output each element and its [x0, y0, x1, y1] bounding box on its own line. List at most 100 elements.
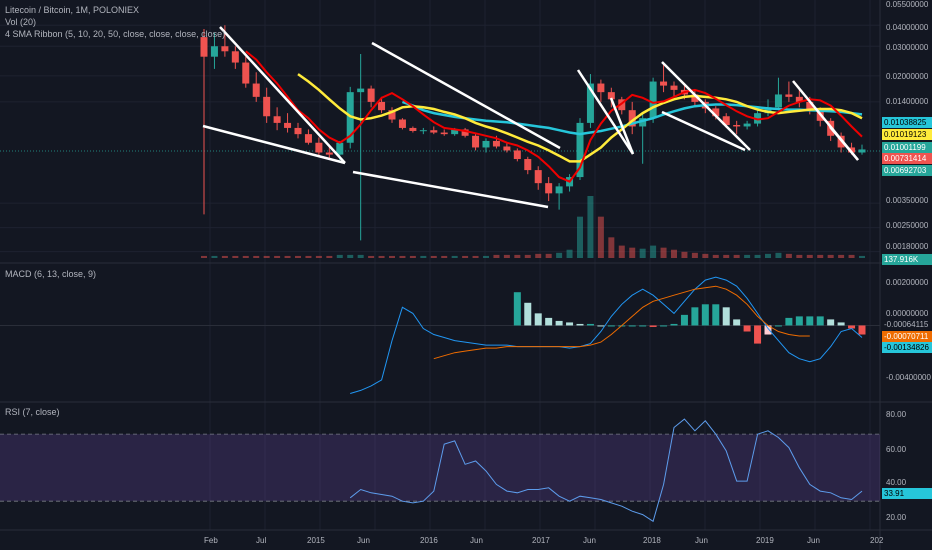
rsi-tag: 33.91: [882, 488, 932, 499]
candle-body: [639, 118, 647, 127]
volume-bar: [315, 255, 322, 258]
macd-hist-bar: [555, 320, 563, 326]
candle-body: [597, 83, 605, 93]
volume-bar: [587, 196, 594, 258]
candle-body: [409, 127, 417, 131]
price-axis-label: 0.00350000: [886, 196, 929, 205]
volume-bar: [368, 255, 375, 258]
volume-bar: [775, 252, 782, 258]
trend-line: [576, 69, 635, 155]
candle-body: [388, 110, 396, 120]
volume-bar: [639, 248, 646, 258]
candle-body: [304, 134, 312, 143]
volume-bar: [577, 216, 583, 258]
volume-bar: [295, 255, 301, 258]
macd-hist-bar: [639, 325, 647, 327]
price-tag-last: 0.00692703: [882, 165, 932, 176]
volume-bar: [535, 253, 542, 258]
volume-bar: [671, 249, 677, 258]
volume-bar: [817, 254, 824, 258]
sma-ribbon: [245, 50, 863, 183]
macd-hist-bar: [827, 319, 835, 326]
candle-body: [482, 140, 490, 148]
volume-bar: [305, 255, 312, 258]
candle-body: [586, 83, 594, 123]
candle-body: [472, 135, 480, 148]
candle-body: [273, 116, 281, 123]
volume-bar: [712, 254, 719, 258]
rsi-band-fill: [0, 434, 880, 502]
volume-bar: [608, 237, 615, 258]
time-axis-label: 2017: [532, 536, 550, 545]
candle-body: [774, 94, 782, 108]
volume-bar: [201, 255, 207, 258]
macd-hist-bar: [816, 316, 824, 326]
price-axis-label: 0.04000000: [886, 23, 929, 32]
macd-legend: MACD (6, 13, close, 9): [5, 269, 97, 279]
time-axis-label: Jun: [583, 536, 596, 545]
time-axis-label: Feb: [204, 536, 218, 545]
candle-body: [492, 140, 500, 147]
macd-line-tag: -0.00134826: [882, 342, 932, 353]
volume-bar: [556, 252, 563, 258]
macd-pane: [0, 276, 880, 394]
volume-bar: [566, 249, 573, 258]
candle-body: [754, 113, 762, 124]
candle-body: [649, 81, 657, 119]
volume-bar: [629, 247, 636, 258]
volume-bar: [744, 254, 751, 258]
candle-body: [712, 108, 720, 117]
volume-bar: [263, 255, 270, 258]
price-axis-label: 0.02000000: [886, 72, 929, 81]
volume-bar: [347, 254, 354, 258]
candle-body: [221, 46, 229, 52]
candle-body: [545, 183, 553, 194]
candle-body: [848, 147, 856, 153]
macd-hist-bar: [660, 325, 668, 327]
candle-body: [722, 116, 730, 126]
trend-line: [661, 110, 746, 152]
candle-body: [461, 129, 469, 136]
price-axis-label: 0.01400000: [886, 97, 929, 106]
volume-bar: [441, 255, 448, 258]
macd-hist-bar: [534, 313, 542, 326]
signal-line: [433, 285, 810, 360]
candle-body: [806, 101, 814, 111]
macd-hist-tag: -0.00064115: [882, 319, 932, 330]
volume-bar: [660, 247, 667, 258]
trend-line: [609, 97, 635, 155]
macd-hist-bar: [524, 302, 532, 326]
trend-line: [829, 126, 859, 161]
candle-body: [785, 94, 793, 97]
volume-bar: [357, 254, 364, 258]
volume-bar: [681, 251, 688, 258]
rsi-axis-label: 40.00: [886, 478, 907, 487]
candle-body: [691, 94, 699, 102]
volume-bar: [399, 255, 406, 258]
volume-bar: [472, 255, 479, 258]
macd-hist-bar: [743, 325, 751, 332]
candle-body: [534, 170, 542, 184]
volume-bar: [253, 255, 260, 258]
volume-bar: [284, 255, 291, 258]
volume-bar: [796, 254, 803, 258]
candle-body: [284, 122, 292, 128]
candle-body: [263, 96, 271, 117]
candle-body: [210, 46, 218, 57]
volume-bar: [420, 255, 427, 258]
macd-hist-bar: [680, 314, 688, 326]
volume-bar: [503, 254, 510, 258]
macd-hist-bar: [513, 292, 521, 326]
volume-bar: [514, 254, 521, 258]
macd-hist-bar: [848, 325, 856, 329]
macd-hist-bar: [712, 304, 720, 326]
volume-bars: [201, 196, 865, 258]
price-tag-sma-other: 0.01001199: [882, 142, 932, 153]
volume-bar: [211, 255, 218, 258]
rsi-line: [349, 418, 863, 523]
time-axis-label: 2015: [307, 536, 325, 545]
macd-hist-bar: [628, 325, 636, 327]
candle-body: [555, 186, 563, 194]
trend-line: [219, 26, 346, 164]
